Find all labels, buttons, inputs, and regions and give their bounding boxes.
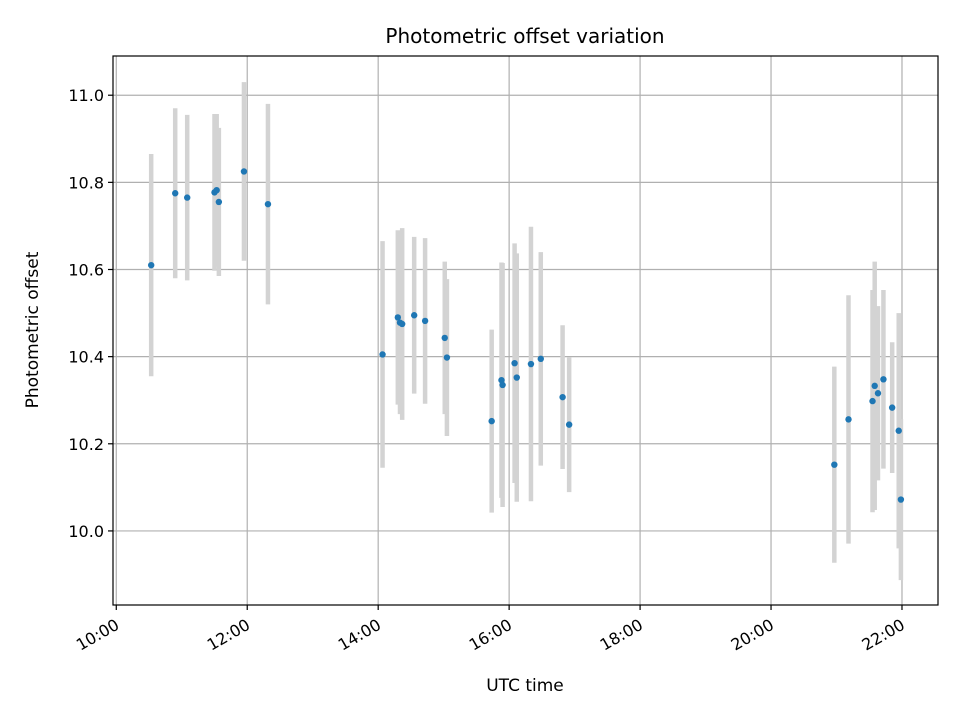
data-point xyxy=(897,496,905,503)
data-point xyxy=(215,198,223,206)
data-point xyxy=(410,312,418,319)
data-point xyxy=(565,421,573,428)
data-point xyxy=(888,404,896,411)
data-point xyxy=(379,351,386,358)
chart-title: Photometric offset variation xyxy=(385,24,664,48)
data-point xyxy=(172,190,179,197)
data-point xyxy=(264,200,272,208)
data-point xyxy=(874,390,882,397)
data-point xyxy=(845,416,852,423)
y-axis-title: Photometric offset xyxy=(23,251,43,408)
x-axis-title: UTC time xyxy=(486,676,564,696)
data-point xyxy=(895,427,902,434)
data-point xyxy=(831,461,838,468)
axis-ticks: 10:00 12:00 14:00 16:00 18:00 20:00 22:0010.01… xyxy=(68,86,908,654)
y-tick-label: 10.0 xyxy=(68,522,104,541)
data-point xyxy=(537,355,544,363)
data-point xyxy=(559,393,566,401)
y-tick-label: 10.8 xyxy=(68,173,104,192)
data-point xyxy=(488,417,495,425)
plot-frame xyxy=(112,55,939,606)
data-point xyxy=(240,168,248,175)
data-point xyxy=(147,261,155,269)
data-point xyxy=(527,360,535,368)
data-point xyxy=(213,187,220,194)
data-point xyxy=(184,194,191,201)
data-point xyxy=(511,359,518,367)
y-tick-label: 10.4 xyxy=(68,348,104,367)
data-point xyxy=(441,334,448,342)
grid xyxy=(113,56,938,605)
data-point xyxy=(421,317,429,325)
data-point xyxy=(398,320,406,328)
data-point xyxy=(443,354,451,361)
y-tick-label: 10.2 xyxy=(68,435,104,454)
data-points xyxy=(147,168,905,503)
plot-area xyxy=(113,56,938,605)
y-tick-label: 10.6 xyxy=(68,261,104,280)
data-point xyxy=(499,381,506,389)
data-point xyxy=(394,314,402,321)
data-point xyxy=(880,376,887,383)
y-tick-label: 11.0 xyxy=(68,86,104,105)
data-point xyxy=(498,376,505,384)
data-point xyxy=(513,374,520,381)
data-point xyxy=(871,382,878,390)
data-point xyxy=(869,397,876,405)
